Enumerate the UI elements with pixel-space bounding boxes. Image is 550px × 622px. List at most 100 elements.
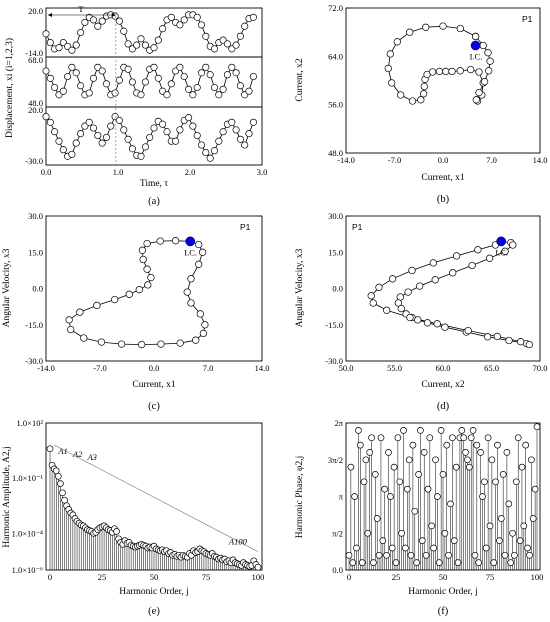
amplitude-point xyxy=(52,467,60,475)
displacement-point xyxy=(193,83,201,92)
x-tick-label: -14.0 xyxy=(37,363,55,373)
y-tick-label: 48.0 xyxy=(28,98,43,108)
displacement-point xyxy=(219,85,227,93)
x-tick-label: 1.0 xyxy=(113,167,124,177)
trajectory-point xyxy=(201,321,209,329)
displacement-point xyxy=(42,30,50,38)
phase-point xyxy=(507,559,515,566)
displacement-point xyxy=(249,13,257,21)
trajectory-point xyxy=(143,239,151,248)
trajectory-point xyxy=(525,340,533,349)
trajectory-point xyxy=(501,247,509,255)
trajectory-point xyxy=(199,329,208,338)
initial-condition-point xyxy=(496,236,507,247)
trajectory-point xyxy=(195,240,203,249)
y-tick-label: 15.0 xyxy=(28,247,43,257)
trajectory-point xyxy=(144,281,152,289)
x-tick-label: 0.0 xyxy=(41,167,52,177)
x-tick-label: 75 xyxy=(202,572,211,582)
label-a3: A3 xyxy=(86,452,96,462)
phase-point xyxy=(464,456,471,464)
y-tick-label: 30.0 xyxy=(28,211,43,221)
x-tick-label: 25 xyxy=(98,572,107,582)
trajectory-point xyxy=(485,254,494,262)
phase-point xyxy=(505,500,513,508)
phase-point xyxy=(432,456,439,464)
phase-point xyxy=(375,551,383,559)
displacement-point xyxy=(68,63,76,71)
displacement-point xyxy=(137,91,145,99)
x-tick-label: 50 xyxy=(439,572,448,582)
trajectory-point xyxy=(414,316,422,324)
phase-point xyxy=(362,456,370,464)
panel-d-frame xyxy=(345,215,541,362)
y-tick-label: 0.0 xyxy=(32,284,43,294)
phase-point xyxy=(526,551,533,559)
displacement-point xyxy=(245,130,253,138)
trajectory-point xyxy=(117,340,126,348)
panel-c-caption: (c) xyxy=(148,401,160,412)
phase-point xyxy=(424,485,432,493)
trajectory-point xyxy=(396,293,404,301)
panel-f: 0.0 π/2 π 3π/2 2π 0 25 50 75 100 Harmonic Phase, … xyxy=(295,418,543,617)
displacement-point xyxy=(111,89,119,97)
phase-point xyxy=(392,559,400,566)
phase-point xyxy=(430,544,437,552)
phase-point xyxy=(488,456,496,464)
panel-b-label: P1 xyxy=(522,14,533,24)
amplitude-point xyxy=(113,528,120,535)
phase-point xyxy=(454,559,462,566)
panel-f-caption: (f) xyxy=(438,606,449,617)
trajectory-point xyxy=(138,246,147,254)
period-label: T xyxy=(78,4,84,14)
displacement-point xyxy=(197,141,206,149)
trajectory-point xyxy=(406,313,414,322)
panel-e-caption: (e) xyxy=(148,606,160,617)
phase-point xyxy=(509,529,516,537)
y-tick-label: 72.0 xyxy=(328,3,343,13)
phase-point xyxy=(516,537,524,544)
displacement-point xyxy=(176,126,184,134)
phase-point xyxy=(417,427,424,434)
trajectory-point xyxy=(397,91,405,99)
displacement-point xyxy=(215,91,223,99)
x-tick-label: 50 xyxy=(150,572,159,582)
phase-point xyxy=(356,441,364,449)
displacement-point xyxy=(81,18,89,26)
trajectory-point xyxy=(171,237,180,245)
trajectory-point xyxy=(429,259,437,267)
phase-point xyxy=(366,449,374,456)
trajectory-point xyxy=(468,261,476,270)
displacement-point xyxy=(249,72,257,81)
displacement-point xyxy=(68,46,76,54)
y-tick-label: 2π xyxy=(334,418,343,428)
displacement-point xyxy=(223,71,231,79)
phase-point xyxy=(347,463,355,471)
y-tick-label: -30.0 xyxy=(25,156,43,166)
displacement-point xyxy=(232,41,240,49)
trajectory-point xyxy=(406,28,414,36)
panel-d-xlabel: Current, x2 xyxy=(421,380,465,390)
panel-a-xlabel: Time, τ xyxy=(140,179,168,189)
phase-point xyxy=(400,427,407,434)
displacement-point xyxy=(232,126,240,134)
panel-a-ylabel: Displacement, xi (i=1,2,3) xyxy=(4,38,15,138)
panel-f-xlabel: Harmonic Order, j xyxy=(408,587,478,597)
trajectory-point xyxy=(192,336,200,344)
y-tick-label: 56.0 xyxy=(328,100,343,110)
x-tick-label: 0.0 xyxy=(149,363,160,373)
phase-point xyxy=(405,456,413,464)
panel-c-ylabel: Angular Velocity, x3 xyxy=(2,248,12,327)
phase-point xyxy=(426,434,434,442)
phase-point xyxy=(462,449,469,456)
phase-point xyxy=(388,544,396,552)
displacement-point xyxy=(176,63,184,71)
trajectory-point xyxy=(111,295,119,304)
trajectory-point xyxy=(485,67,493,75)
trajectory-point xyxy=(367,292,375,300)
displacement-point xyxy=(77,82,85,90)
phase-point xyxy=(531,485,539,493)
phase-point xyxy=(475,559,483,566)
panel-b-caption: (b) xyxy=(437,194,450,205)
displacement-point xyxy=(72,41,80,49)
